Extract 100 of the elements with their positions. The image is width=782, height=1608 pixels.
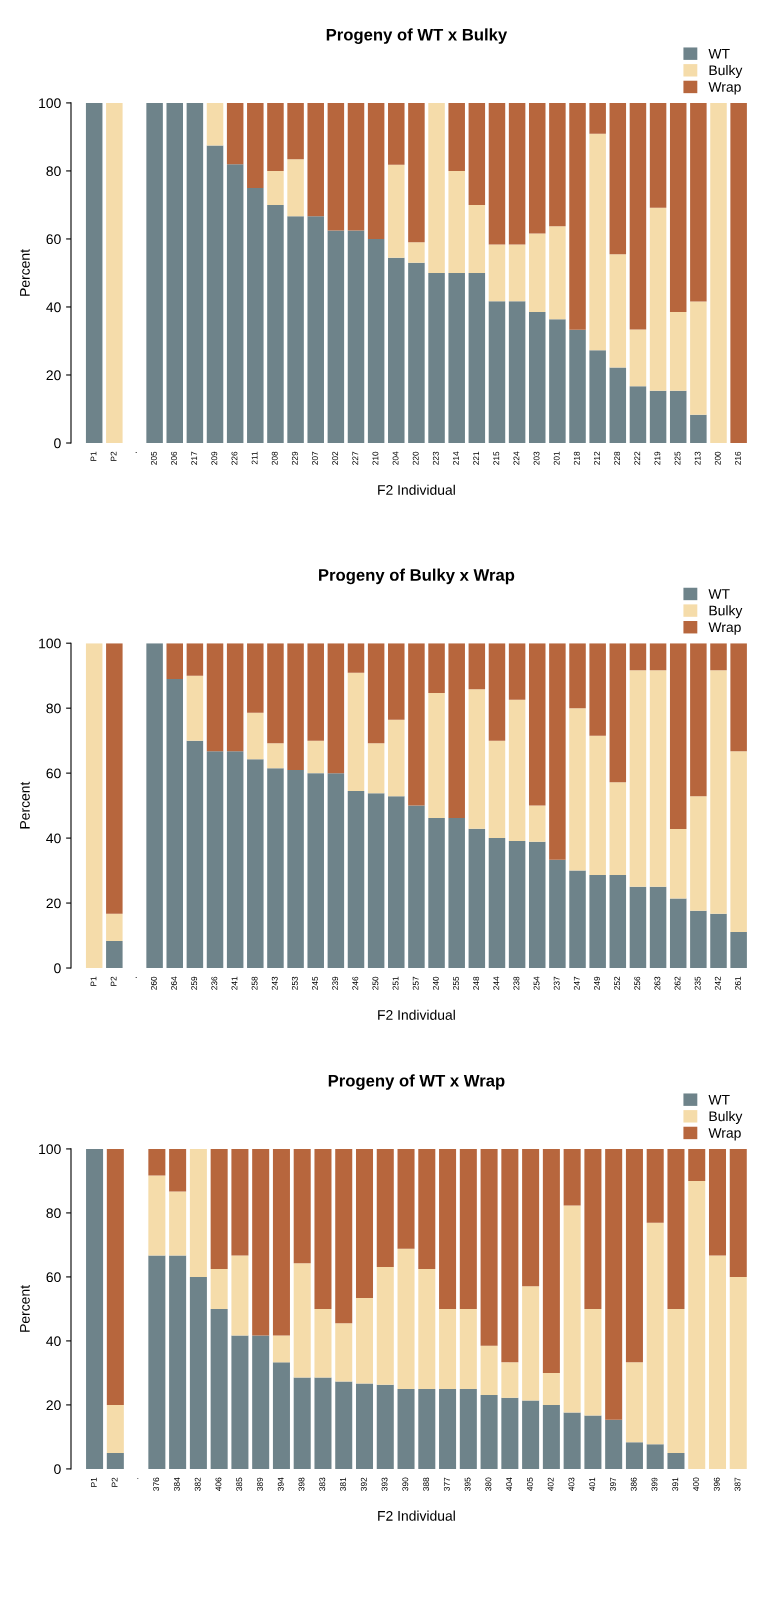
x-tick-label: 245 xyxy=(312,976,318,990)
bar xyxy=(293,1148,311,1264)
x-tick-label: 405 xyxy=(526,1477,533,1491)
bar xyxy=(106,941,123,969)
bar xyxy=(448,102,465,171)
x-tick-label: 238 xyxy=(513,976,520,990)
x-tick-label: 399 xyxy=(651,1477,658,1491)
bar xyxy=(169,1191,187,1256)
legend-label: Bulky xyxy=(709,1111,743,1124)
legend-label: Wrap xyxy=(708,1128,741,1141)
bar xyxy=(508,102,526,245)
bar xyxy=(166,643,184,679)
bar xyxy=(729,1148,747,1277)
bar xyxy=(708,1255,727,1469)
y-tick-label: 60 xyxy=(46,1272,61,1283)
y-tick-label: 0 xyxy=(54,438,61,449)
x-tick-label: 249 xyxy=(594,976,600,990)
bar xyxy=(293,1377,311,1469)
bar xyxy=(528,643,546,806)
x-tick-label: 403 xyxy=(568,1477,575,1491)
legend-label: Wrap xyxy=(708,82,741,95)
x-tick-label: 227 xyxy=(352,451,359,465)
bar xyxy=(669,312,687,391)
bar xyxy=(267,204,284,443)
bar xyxy=(327,230,345,443)
bar xyxy=(730,751,747,932)
bar xyxy=(690,301,707,415)
bar xyxy=(347,102,365,231)
bar xyxy=(106,1452,124,1469)
bar xyxy=(448,817,465,969)
x-tick-label: 244 xyxy=(493,976,500,990)
bar xyxy=(667,1148,685,1309)
bar xyxy=(710,102,727,443)
x-tick-label: 204 xyxy=(392,451,399,465)
legend-label: WT xyxy=(708,589,730,599)
x-tick-label: 400 xyxy=(693,1477,699,1491)
bar xyxy=(439,1148,457,1309)
bar xyxy=(710,913,727,969)
x-tick-label: 209 xyxy=(211,451,218,465)
bar xyxy=(649,207,667,391)
bar xyxy=(669,828,687,899)
bar xyxy=(448,272,465,443)
bar xyxy=(563,1148,581,1206)
bar xyxy=(287,159,304,217)
x-tick-label: 248 xyxy=(473,976,480,990)
bar xyxy=(669,102,687,313)
x-tick-label: 260 xyxy=(150,976,157,990)
bar xyxy=(688,1148,706,1181)
bar xyxy=(408,102,425,243)
bar xyxy=(609,367,627,443)
x-tick-label: 243 xyxy=(271,976,278,990)
bar xyxy=(314,1377,332,1469)
x-tick-label: 387 xyxy=(734,1477,741,1491)
x-tick-label: 396 xyxy=(713,1477,720,1491)
bar xyxy=(488,643,506,741)
bar xyxy=(169,1148,187,1192)
bar xyxy=(459,1388,477,1469)
bar xyxy=(367,743,385,794)
x-tick-label: 220 xyxy=(412,451,419,465)
bar xyxy=(569,643,586,709)
bar xyxy=(468,102,486,205)
bar xyxy=(293,1263,311,1378)
bar xyxy=(106,913,123,942)
x-tick-label: 389 xyxy=(257,1477,263,1491)
bar xyxy=(355,1383,374,1469)
bar xyxy=(667,1308,685,1453)
x-axis-title: F2 Individual xyxy=(378,484,455,495)
bar xyxy=(542,1404,560,1469)
bar xyxy=(335,1148,353,1324)
bar xyxy=(206,102,224,146)
bar xyxy=(589,102,606,134)
y-tick-label: 40 xyxy=(46,1336,61,1347)
bar xyxy=(522,1286,540,1401)
bar xyxy=(669,390,687,443)
x-tick-label: 383 xyxy=(319,1477,326,1491)
bar xyxy=(625,1442,643,1469)
bar xyxy=(488,244,506,302)
bar xyxy=(186,675,204,741)
bar xyxy=(584,1415,602,1469)
bar xyxy=(584,1148,602,1309)
x-tick-label: 207 xyxy=(312,451,318,465)
y-tick-label: 0 xyxy=(54,1464,61,1475)
bar xyxy=(146,643,163,969)
bar xyxy=(480,1394,498,1469)
bar xyxy=(468,643,486,690)
x-tick-label: 239 xyxy=(332,976,339,990)
bar xyxy=(85,643,103,969)
x-tick-label: 256 xyxy=(634,976,641,990)
bar xyxy=(609,875,627,969)
x-tick-label: 202 xyxy=(332,451,339,465)
x-tick-label: 398 xyxy=(298,1477,305,1491)
bar xyxy=(468,272,486,443)
bar xyxy=(649,670,667,887)
x-tick-label: 397 xyxy=(610,1477,616,1491)
bar xyxy=(247,102,264,188)
bar xyxy=(86,1148,104,1469)
x-tick-label: 201 xyxy=(553,451,560,465)
bar xyxy=(522,1400,540,1469)
x-tick-label: . xyxy=(135,452,137,453)
bar xyxy=(388,643,405,720)
